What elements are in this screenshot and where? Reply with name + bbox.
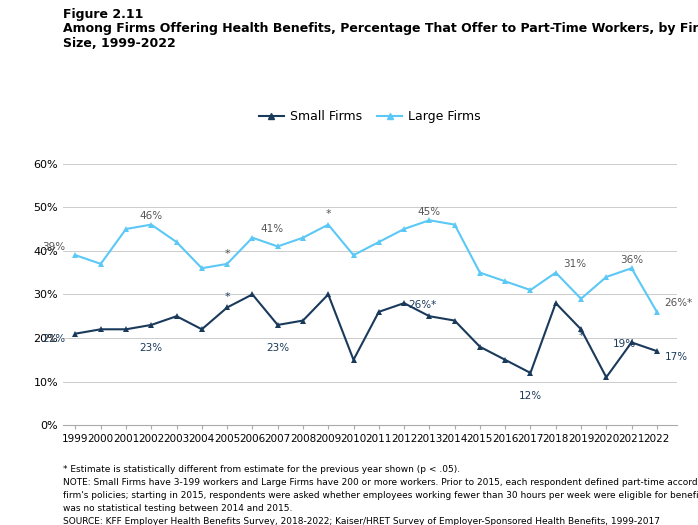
Text: Figure 2.11: Figure 2.11 xyxy=(63,8,143,21)
Text: 19%: 19% xyxy=(612,339,636,349)
Text: NOTE: Small Firms have 3-199 workers and Large Firms have 200 or more workers. P: NOTE: Small Firms have 3-199 workers and… xyxy=(63,478,698,487)
Text: firm's policies; starting in 2015, respondents were asked whether employees work: firm's policies; starting in 2015, respo… xyxy=(63,491,698,500)
Text: 31%: 31% xyxy=(563,259,586,269)
Text: 45%: 45% xyxy=(418,207,441,217)
Text: 36%: 36% xyxy=(620,255,643,265)
Text: 21%: 21% xyxy=(42,334,66,344)
Legend: Small Firms, Large Firms: Small Firms, Large Firms xyxy=(254,106,486,129)
Text: SOURCE: KFF Employer Health Benefits Survey, 2018-2022; Kaiser/HRET Survey of Em: SOURCE: KFF Employer Health Benefits Sur… xyxy=(63,517,660,525)
Text: *: * xyxy=(224,249,230,259)
Text: 26%*: 26%* xyxy=(664,298,692,308)
Text: Among Firms Offering Health Benefits, Percentage That Offer to Part-Time Workers: Among Firms Offering Health Benefits, Pe… xyxy=(63,22,698,35)
Text: 17%: 17% xyxy=(664,352,688,362)
Text: *: * xyxy=(578,331,584,341)
Text: 39%: 39% xyxy=(42,242,66,251)
Text: 46%: 46% xyxy=(140,211,163,221)
Text: *: * xyxy=(325,209,331,219)
Text: *: * xyxy=(224,292,230,302)
Text: 23%: 23% xyxy=(140,343,163,353)
Text: 12%: 12% xyxy=(519,391,542,401)
Text: was no statistical testing between 2014 and 2015.: was no statistical testing between 2014 … xyxy=(63,504,292,513)
Text: 26%*: 26%* xyxy=(408,300,436,310)
Text: 23%: 23% xyxy=(266,343,289,353)
Text: 41%: 41% xyxy=(260,224,283,234)
Text: * Estimate is statistically different from estimate for the previous year shown : * Estimate is statistically different fr… xyxy=(63,465,460,474)
Text: Size, 1999-2022: Size, 1999-2022 xyxy=(63,37,176,50)
